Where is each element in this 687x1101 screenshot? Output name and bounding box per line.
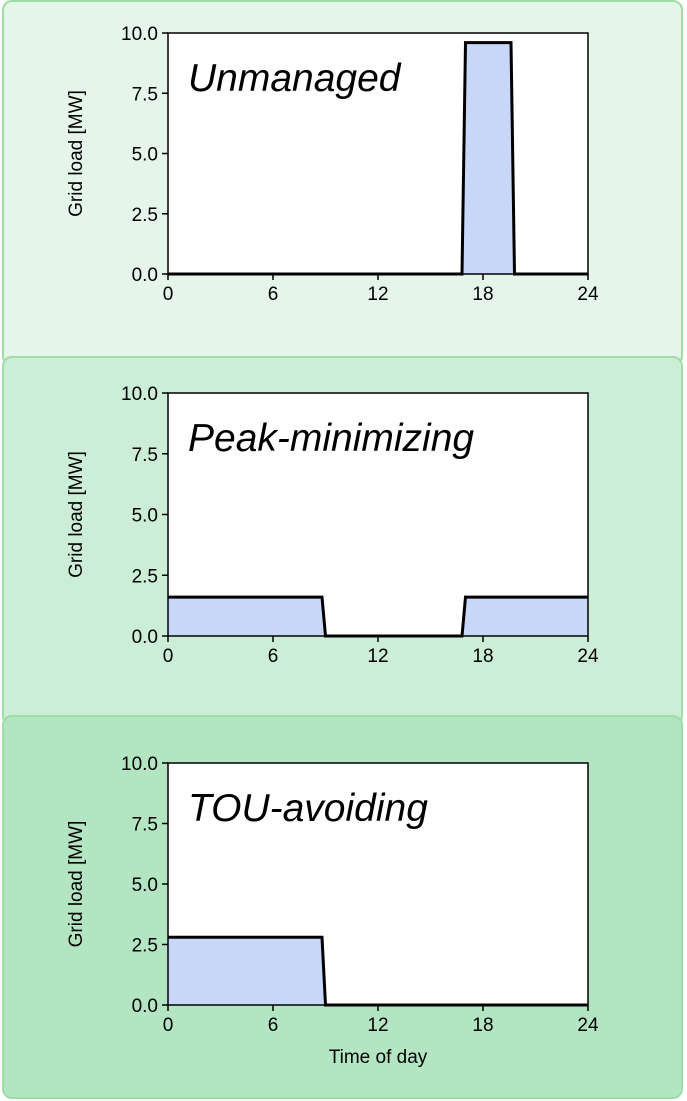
x-tick-label: 6	[268, 646, 279, 667]
x-tick-label: 12	[367, 646, 388, 667]
x-tick-label: 18	[472, 646, 493, 667]
x-tick-label: 0	[163, 646, 174, 667]
y-tick-label: 2.5	[132, 936, 158, 957]
y-tick-label: 7.5	[132, 815, 158, 836]
y-tick-label: 10.0	[121, 384, 158, 405]
load-area	[168, 42, 588, 274]
load-area	[168, 937, 588, 1005]
chart-2: 0 6 12 18 24 0.0 2.5 5.0 7.5 10.0 Grid load [MW] Ti…	[66, 754, 599, 1068]
x-tick-label: 18	[472, 284, 493, 305]
y-axis-title: Grid load [MW]	[66, 90, 87, 217]
y-tick-label: 5.0	[132, 875, 158, 896]
chart-title: TOU-avoiding	[188, 787, 428, 830]
x-tick-label: 24	[577, 1015, 599, 1036]
y-axis-title: Grid load [MW]	[66, 821, 87, 948]
x-tick-label: 6	[268, 284, 279, 305]
y-tick-label: 10.0	[121, 754, 158, 775]
load-area	[168, 597, 588, 636]
y-tick-label: 7.5	[132, 84, 158, 105]
x-tick-label: 12	[367, 1015, 388, 1036]
y-tick-label: 5.0	[132, 506, 158, 527]
x-tick-label: 24	[577, 284, 599, 305]
x-tick-label: 12	[367, 284, 388, 305]
chart-title: Peak-minimizing	[188, 417, 474, 460]
y-tick-label: 2.5	[132, 566, 158, 587]
y-tick-label: 0.0	[132, 996, 158, 1017]
chart-title: Unmanaged	[188, 57, 402, 100]
x-tick-label: 0	[163, 1015, 174, 1036]
chart-0: 0 6 12 18 24 0.0 2.5 5.0 7.5 10.0 Grid load [MW] Un…	[66, 24, 599, 305]
y-tick-label: 5.0	[132, 145, 158, 166]
y-tick-label: 0.0	[132, 265, 158, 286]
x-tick-label: 18	[472, 1015, 493, 1036]
x-tick-label: 6	[268, 1015, 279, 1036]
plot-area	[168, 33, 588, 274]
y-tick-label: 10.0	[121, 24, 158, 45]
plot-area	[168, 393, 588, 636]
y-axis-title: Grid load [MW]	[66, 451, 87, 578]
y-tick-label: 2.5	[132, 205, 158, 226]
x-axis-title: Time of day	[329, 1047, 428, 1068]
chart-1: 0 6 12 18 24 0.0 2.5 5.0 7.5 10.0 Grid load [MW] Pe…	[66, 384, 599, 667]
y-tick-label: 0.0	[132, 627, 158, 648]
x-tick-label: 24	[577, 646, 599, 667]
x-tick-label: 0	[163, 284, 174, 305]
y-tick-label: 7.5	[132, 445, 158, 466]
